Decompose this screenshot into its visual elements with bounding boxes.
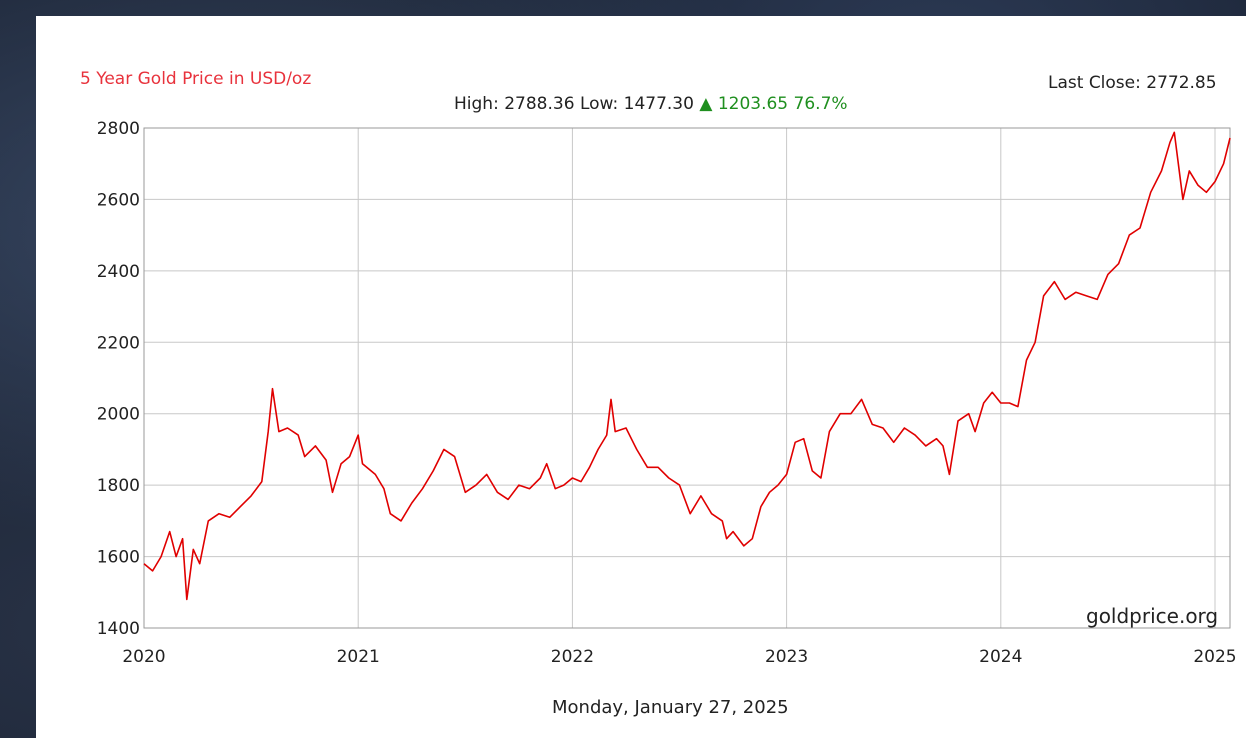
low-value: 1477.30 [623, 94, 694, 114]
y-tick-label: 1800 [97, 476, 140, 496]
change-percent: 76.7% [793, 94, 848, 114]
low-label: Low: [579, 94, 619, 114]
price-chart: 1400 1600 1800 2000 2200 2400 2600 2800 2020 2021… [97, 119, 1237, 667]
price-line-series [143, 131, 1231, 601]
x-tick-label: 2021 [337, 647, 380, 667]
x-tick-label: 2024 [979, 647, 1022, 667]
watermark: goldprice.org [1086, 604, 1219, 628]
change-value: 1203.65 [717, 94, 789, 114]
x-tick-label: 2025 [1193, 647, 1236, 667]
high-value: 2788.36 [504, 94, 575, 114]
y-tick-label: 1600 [97, 548, 140, 568]
y-tick-label: 2800 [97, 119, 140, 139]
chart-date: Monday, January 27, 2025 [552, 697, 789, 718]
high-label: High: [454, 94, 499, 114]
last-close: Last Close: 2772.85 [1048, 73, 1217, 93]
plot-frame [143, 127, 1231, 629]
x-tick-label: 2023 [765, 647, 808, 667]
y-tick-label: 2400 [97, 262, 140, 282]
x-tick-label: 2022 [551, 647, 594, 667]
chart-title: 5 Year Gold Price in USD/oz [80, 69, 312, 89]
last-close-label: Last Close: [1048, 73, 1141, 93]
x-tick-label: 2020 [122, 647, 165, 667]
y-tick-label: 2000 [97, 405, 140, 425]
y-tick-label: 2200 [97, 333, 140, 353]
y-tick-label: 1400 [97, 619, 140, 639]
chart-card: 5 Year Gold Price in USD/oz Last Close: … [36, 16, 1246, 738]
y-tick-label: 2600 [97, 190, 140, 210]
price-stats: High: 2788.36 Low: 1477.30 ▲ 1203.65 76.… [454, 94, 848, 114]
last-close-value: 2772.85 [1146, 73, 1217, 93]
up-arrow-icon: ▲ [699, 94, 713, 114]
